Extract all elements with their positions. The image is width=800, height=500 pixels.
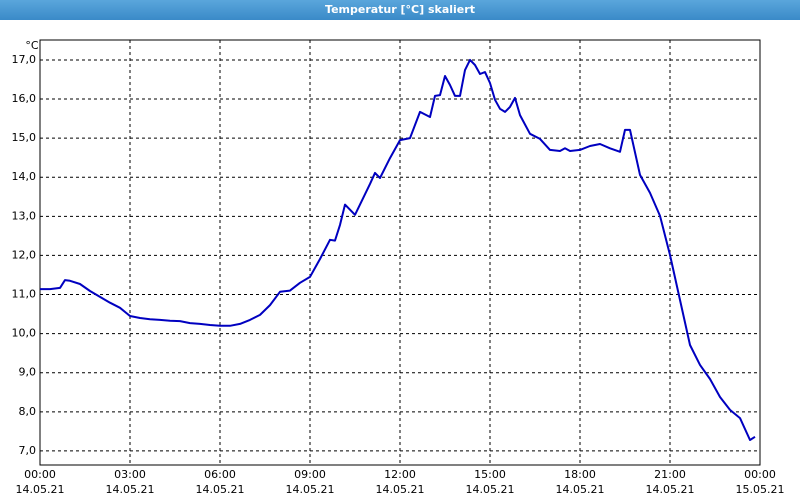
x-tick-date: 14.05.21 (466, 483, 515, 496)
x-tick-date: 14.05.21 (376, 483, 425, 496)
y-tick-label: 15,0 (12, 131, 37, 144)
x-tick-label: 15:00 (474, 468, 506, 481)
x-tick-label: 12:00 (384, 468, 416, 481)
y-tick-label: 12,0 (12, 248, 37, 261)
y-tick-label: 11,0 (12, 288, 37, 301)
y-unit: °C (25, 39, 39, 52)
x-tick-date: 14.05.21 (16, 483, 65, 496)
title-bar: Temperatur [°C] skaliert (0, 0, 800, 20)
x-tick-date: 14.05.21 (646, 483, 695, 496)
line-series (40, 58, 756, 441)
y-tick-label: 7,0 (19, 444, 37, 457)
x-tick-label: 00:00 (24, 468, 56, 481)
x-tick-label: 06:00 (204, 468, 236, 481)
x-tick-date: 14.05.21 (286, 483, 335, 496)
x-tick-date: 14.05.21 (556, 483, 605, 496)
y-tick-label: 16,0 (12, 92, 37, 105)
x-tick-label: 09:00 (294, 468, 326, 481)
x-tick-label: 00:00 (744, 468, 776, 481)
y-tick-label: 10,0 (12, 327, 37, 340)
chart: °C 7,0 8,0 9,0 10,0 11,0 12,0 13,0 14,0 15,0 16,0… (12, 39, 785, 496)
y-tick-label: 14,0 (12, 170, 37, 183)
y-tick-label: 13,0 (12, 209, 37, 222)
plot-border (39, 39, 761, 466)
y-tick-label: 17,0 (12, 53, 37, 66)
x-tick-date: 14.05.21 (106, 483, 155, 496)
chart-title: Temperatur [°C] skaliert (325, 3, 475, 16)
x-tick-date: 14.05.21 (196, 483, 245, 496)
y-tick-label: 9,0 (19, 366, 37, 379)
x-tick-label: 18:00 (564, 468, 596, 481)
x-tick-label: 03:00 (114, 468, 146, 481)
x-tick-label: 21:00 (654, 468, 686, 481)
x-tick-date: 15.05.21 (736, 483, 785, 496)
y-tick-label: 8,0 (19, 405, 37, 418)
